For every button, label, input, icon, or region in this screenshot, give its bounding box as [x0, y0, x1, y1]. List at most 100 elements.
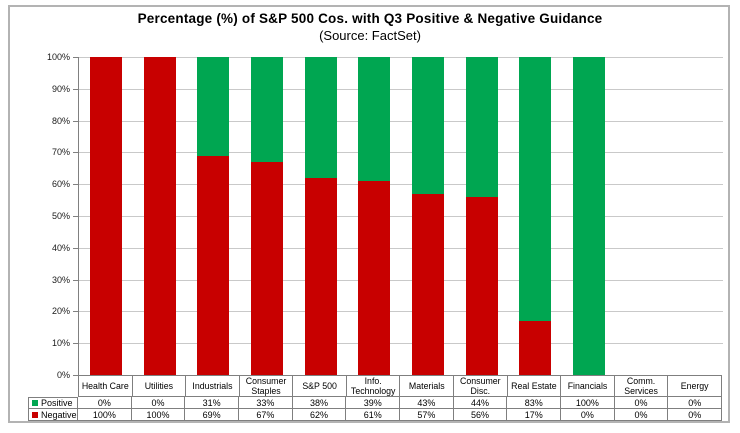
gridline-70	[79, 152, 723, 154]
category-header-comm-services: Comm. Services	[614, 375, 669, 397]
positive-value-energy: 0%	[668, 397, 723, 409]
category-header-industrials: Industrials	[186, 375, 240, 397]
data-table: Health Care Utilities Industrials Consumer …	[28, 375, 723, 421]
category-header-s-p-500: S&P 500	[293, 375, 347, 397]
bar-health-care-negative	[89, 57, 122, 375]
y-axis-tick-90	[73, 88, 78, 90]
y-axis-label-90: 90%	[51, 83, 70, 94]
table-row-negative: Negative 100% 100% 69% 67% 62% 61% 57% 56% 17% 0% 0…	[28, 409, 723, 421]
negative-value-energy: 0%	[668, 409, 723, 421]
gridline-90	[79, 88, 723, 90]
y-axis-label-10: 10%	[51, 338, 70, 349]
gridline-100	[79, 57, 723, 58]
gridline-40	[79, 247, 723, 249]
bar-consumer-staples-negative	[250, 161, 283, 375]
bar-real-estate-negative	[519, 320, 552, 375]
bar-s-p-500-positive	[304, 57, 337, 178]
bar-consumer-staples-positive	[250, 57, 283, 162]
table-row-positive: Positive 0% 0% 31% 33% 38% 39% 43% 44% 83% 100% 0% 0…	[28, 397, 723, 409]
positive-value-health-care: 0%	[78, 397, 132, 409]
bar-info-technology-negative	[358, 181, 391, 375]
y-axis-label-0: 0%	[56, 370, 70, 380]
positive-value-financials: 100%	[561, 397, 615, 409]
negative-value-financials: 0%	[561, 409, 615, 421]
y-axis-tick-80	[73, 120, 78, 122]
chart-subtitle: (Source: FactSet)	[319, 28, 421, 43]
bar-s-p-500-negative	[304, 177, 337, 375]
category-header-real-estate: Real Estate	[507, 375, 562, 397]
positive-value-materials: 43%	[400, 397, 454, 409]
legend-positive-label: Positive	[41, 398, 73, 408]
bar-info-technology-positive	[358, 57, 391, 182]
negative-value-industrials: 69%	[185, 409, 240, 421]
gridline-20	[79, 311, 723, 313]
y-axis-tick-70	[73, 152, 78, 154]
negative-value-consumer-disc: 56%	[453, 409, 508, 421]
bar-industrials-positive	[197, 57, 230, 156]
negative-value-consumer-staples: 67%	[239, 409, 293, 421]
bar-materials-positive	[411, 57, 444, 194]
legend-negative: Negative	[28, 409, 78, 421]
y-axis-label-80: 80%	[51, 115, 70, 126]
y-axis-label-40: 40%	[51, 242, 70, 253]
y-axis-label-50: 50%	[51, 211, 70, 221]
negative-value-info-technology: 61%	[346, 409, 401, 421]
plot-area	[78, 57, 723, 375]
chart-title: Percentage (%) of S&P 500 Cos. with Q3 P…	[137, 11, 603, 26]
bar-financials-positive	[572, 57, 605, 375]
bar-industrials-negative	[197, 155, 230, 375]
negative-value-health-care: 100%	[78, 409, 132, 421]
table-header-row: Health Care Utilities Industrials Consumer …	[28, 375, 722, 397]
category-header-consumer-staples: Consumer Staples	[239, 375, 294, 397]
legend-positive-swatch	[32, 400, 38, 406]
positive-value-s-p-500: 38%	[292, 397, 347, 409]
y-axis-tick-40	[73, 247, 78, 249]
gridline-50	[79, 216, 723, 217]
y-axis-label-60: 60%	[51, 179, 70, 190]
bar-consumer-disc-positive	[465, 57, 498, 197]
y-axis-label-30: 30%	[51, 274, 70, 285]
category-header-utilities: Utilities	[132, 375, 187, 397]
table-corner-cell	[28, 375, 78, 397]
y-axis-tick-10	[73, 343, 78, 345]
bar-materials-negative	[411, 193, 444, 375]
legend-negative-swatch	[32, 411, 38, 418]
positive-value-industrials: 31%	[185, 397, 240, 409]
legend-positive: Positive	[28, 397, 78, 409]
positive-value-info-technology: 39%	[346, 397, 401, 409]
category-header-info-technology: Info. Technology	[346, 375, 401, 397]
bar-utilities-negative	[143, 57, 176, 375]
y-axis-tick-30	[73, 279, 78, 281]
negative-value-s-p-500: 62%	[292, 409, 347, 421]
category-header-health-care: Health Care	[78, 375, 133, 397]
negative-value-utilities: 100%	[131, 409, 186, 421]
legend-negative-label: Negative	[41, 409, 77, 420]
y-axis-label-20: 20%	[51, 306, 70, 317]
bar-real-estate-positive	[519, 57, 552, 321]
y-axis-tick-50	[73, 216, 78, 217]
gridline-30	[79, 279, 723, 281]
positive-value-consumer-staples: 33%	[239, 397, 293, 409]
category-header-consumer-disc: Consumer Disc.	[454, 375, 508, 397]
positive-value-comm-services: 0%	[614, 397, 669, 409]
bar-consumer-disc-negative	[465, 196, 498, 375]
positive-value-consumer-disc: 44%	[453, 397, 508, 409]
positive-value-real-estate: 83%	[507, 397, 562, 409]
y-axis-label-100: 100%	[46, 52, 70, 62]
y-axis-tick-20	[73, 311, 78, 313]
negative-value-real-estate: 17%	[507, 409, 562, 421]
y-axis-tick-100	[73, 57, 78, 58]
gridline-60	[79, 184, 723, 186]
negative-value-comm-services: 0%	[614, 409, 669, 421]
gridline-80	[79, 120, 723, 122]
negative-value-materials: 57%	[400, 409, 454, 421]
category-header-energy: Energy	[668, 375, 722, 397]
category-header-materials: Materials	[400, 375, 455, 397]
y-axis-tick-60	[73, 184, 78, 186]
gridline-10	[79, 343, 723, 345]
y-axis-label-70: 70%	[51, 147, 70, 158]
y-axis-tick-0	[73, 375, 78, 376]
positive-value-utilities: 0%	[131, 397, 186, 409]
category-header-financials: Financials	[561, 375, 615, 397]
